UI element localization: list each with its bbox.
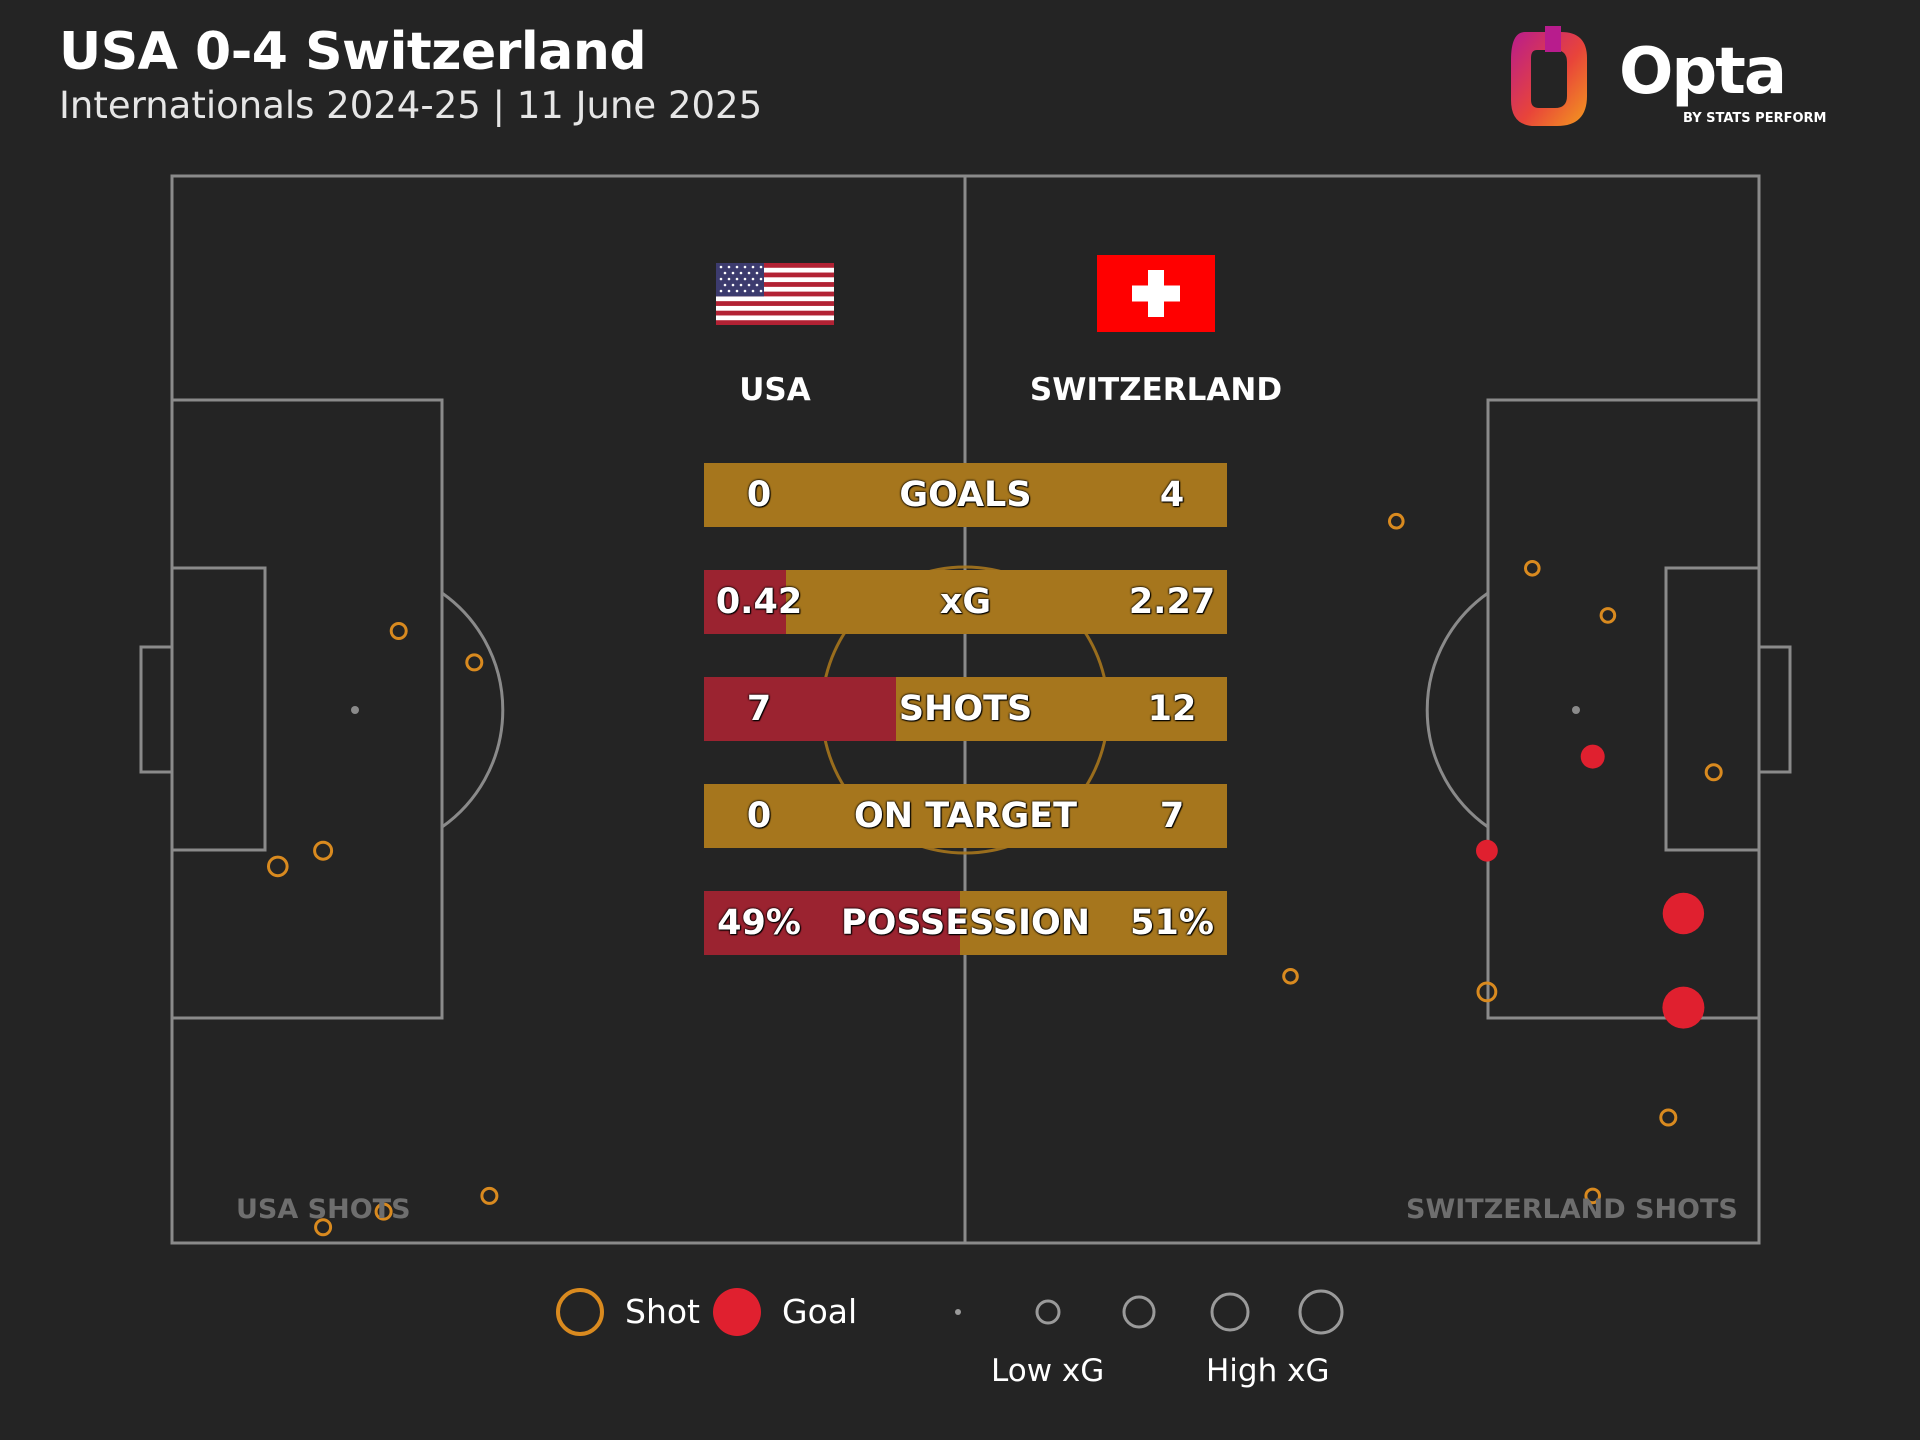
switzerland-flag-icon	[1097, 255, 1215, 332]
home-shots-label: USA SHOTS	[236, 1194, 411, 1225]
opta-logo: Opta BY STATS PERFORM	[1505, 26, 1835, 134]
usa-flag-icon	[716, 263, 834, 325]
left-six-yard-box	[170, 566, 267, 852]
shot-marker	[1659, 1108, 1678, 1127]
shot-marker	[1282, 968, 1299, 985]
xg-size-icon-5	[1298, 1289, 1344, 1335]
right-penalty-spot	[1572, 706, 1580, 714]
stat-label: xG	[939, 582, 992, 622]
page-title: USA 0-4 Switzerland	[59, 22, 647, 82]
shot-marker	[480, 1186, 499, 1205]
high-xg-label: High xG	[1206, 1353, 1330, 1389]
shot-legend-icon	[556, 1288, 604, 1336]
page-subtitle: Internationals 2024-25 | 11 June 2025	[59, 84, 763, 127]
shot-marker	[1388, 512, 1405, 530]
opta-tagline: BY STATS PERFORM	[1683, 111, 1827, 126]
left-penalty-arc	[441, 591, 505, 829]
home-value: 0	[746, 796, 772, 836]
right-penalty-area	[1486, 398, 1761, 1020]
shot-marker	[313, 840, 334, 861]
home-value: 0	[746, 475, 772, 515]
stat-label: ON TARGET	[854, 796, 1077, 836]
home-team-name: USA	[739, 372, 811, 408]
right-goal	[1757, 645, 1792, 774]
away-team-name: SWITZERLAND	[1029, 372, 1283, 408]
goal-marker	[1662, 986, 1705, 1029]
goal-legend-icon	[713, 1288, 761, 1336]
shot-marker	[374, 1202, 393, 1221]
goal-marker	[1476, 839, 1498, 862]
home-value: 0.42	[715, 582, 803, 622]
shot-marker	[1524, 560, 1541, 577]
stat-label: GOALS	[899, 475, 1032, 515]
home-share-bar	[704, 570, 786, 634]
shot-marker	[1599, 607, 1617, 624]
left-penalty-spot	[351, 706, 359, 714]
home-value: 49%	[717, 903, 801, 943]
stat-row-goals: 0 GOALS 4	[704, 463, 1227, 527]
low-xg-label: Low xG	[991, 1353, 1105, 1389]
shot-legend-label: Shot	[625, 1292, 700, 1331]
right-penalty-arc	[1425, 591, 1489, 829]
goal-marker	[1580, 744, 1605, 769]
right-six-yard-box	[1664, 566, 1761, 852]
shot-marker	[465, 653, 484, 672]
left-penalty-area	[170, 398, 444, 1020]
home-share-bar	[704, 891, 961, 955]
goal-legend-label: Goal	[782, 1292, 858, 1331]
away-value: 2.27	[1128, 582, 1216, 622]
stat-label: SHOTS	[898, 689, 1033, 729]
away-value: 12	[1147, 689, 1197, 729]
xg-size-icon-4	[1210, 1292, 1250, 1332]
left-goal	[139, 645, 174, 774]
shot-marker	[314, 1218, 333, 1237]
stat-row-xg: 0.42 xG 2.27	[704, 570, 1227, 634]
home-value: 7	[746, 689, 772, 729]
shot-marker	[267, 855, 289, 878]
away-value: 4	[1159, 475, 1185, 515]
xg-size-icon-3	[1122, 1295, 1156, 1329]
legend	[556, 1288, 1344, 1336]
opta-logo-icon	[1511, 26, 1587, 126]
opta-wordmark: Opta	[1619, 35, 1787, 109]
stat-row-possession: 49% POSSESSION 51%	[704, 891, 1227, 955]
home-share-bar	[704, 677, 897, 741]
stat-row-on-target: 0 ON TARGET 7	[704, 784, 1227, 848]
stat-label: POSSESSION	[840, 903, 1091, 943]
shot-marker	[1476, 981, 1498, 1003]
shot-markers	[267, 512, 1723, 1237]
away-value: 51%	[1130, 903, 1214, 943]
shot-marker	[389, 622, 408, 640]
goal-marker	[1662, 892, 1705, 935]
away-value: 7	[1159, 796, 1185, 836]
xg-size-icon-1	[955, 1309, 961, 1315]
away-shots-label: SWITZERLAND SHOTS	[1406, 1194, 1738, 1225]
shot-marker	[1584, 1187, 1601, 1205]
xg-size-icon-2	[1035, 1299, 1061, 1325]
shot-marker	[1704, 763, 1723, 782]
stat-row-shots: 7 SHOTS 12	[704, 677, 1227, 741]
